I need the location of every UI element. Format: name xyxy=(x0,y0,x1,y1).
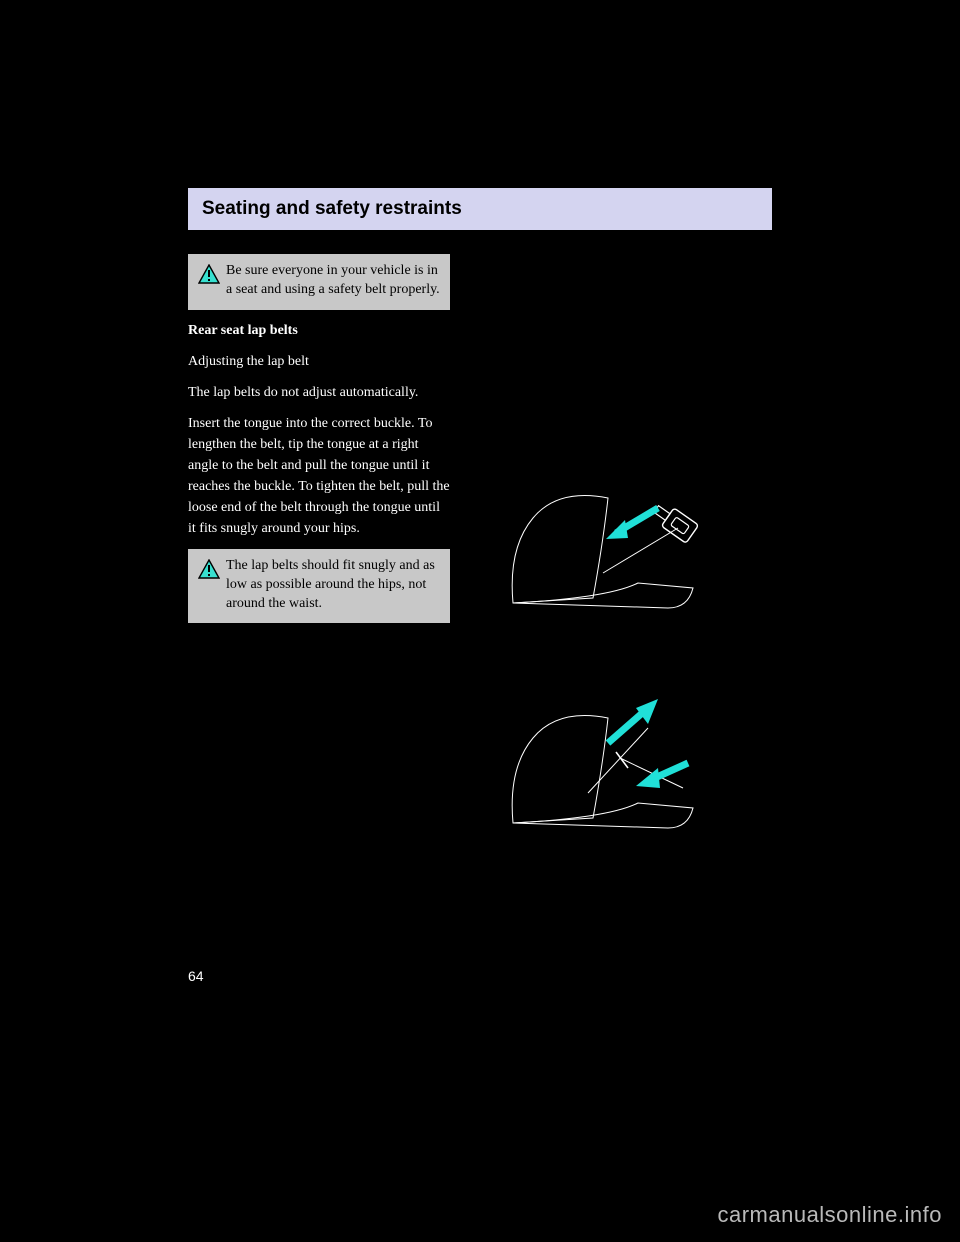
arrow-icon xyxy=(606,508,658,539)
arrow-icon xyxy=(636,763,688,788)
para-adjusting: Adjusting the lap belt xyxy=(188,351,450,372)
caution-icon xyxy=(198,559,220,584)
figure-lengthen-belt xyxy=(488,448,748,628)
section-header: Seating and safety restraints xyxy=(188,188,772,230)
warning-box-2: The lap belts should fit snugly and as l… xyxy=(188,549,450,624)
warning-box-1: Be sure everyone in your vehicle is in a… xyxy=(188,254,450,310)
para-no-auto: The lap belts do not adjust automaticall… xyxy=(188,382,450,403)
page-number: 64 xyxy=(188,968,204,984)
para-instructions: Insert the tongue into the correct buckl… xyxy=(188,413,450,539)
warning-text-1: Be sure everyone in your vehicle is in a… xyxy=(226,262,440,300)
figure-tighten-belt xyxy=(488,668,748,848)
section-title: Seating and safety restraints xyxy=(202,198,758,220)
subheading-rear-lap: Rear seat lap belts xyxy=(188,320,450,341)
body-text-column: Rear seat lap belts Adjusting the lap be… xyxy=(188,320,450,539)
watermark: carmanualsonline.info xyxy=(717,1202,942,1228)
manual-page: Seating and safety restraints Be sure ev… xyxy=(188,188,772,633)
arrow-icon xyxy=(608,699,658,743)
caution-icon xyxy=(198,264,220,289)
warning-text-2: The lap belts should fit snugly and as l… xyxy=(226,557,440,614)
